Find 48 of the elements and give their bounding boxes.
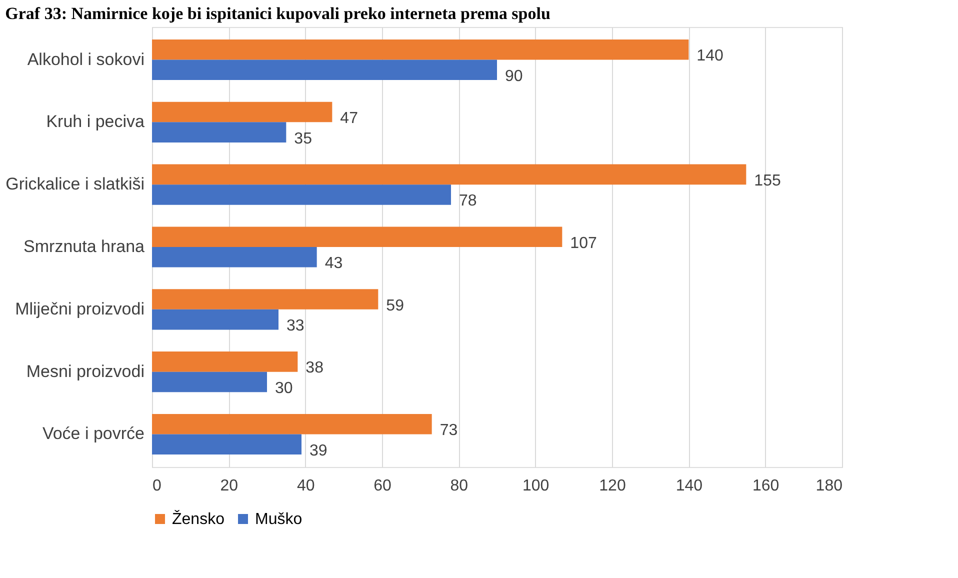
- x-tick-label: 60: [374, 478, 392, 494]
- data-label: 155: [754, 172, 781, 190]
- bar: [152, 60, 497, 80]
- bar: [152, 352, 298, 372]
- data-label: 78: [459, 192, 477, 210]
- y-tick-label: Grickalice i slatkiši: [6, 174, 144, 194]
- bar: [152, 289, 378, 310]
- bar: [152, 122, 286, 142]
- y-tick-label: Alkohol i sokovi: [27, 50, 144, 69]
- data-label: 140: [696, 48, 724, 65]
- legend-label: Žensko: [172, 510, 225, 528]
- bar: [152, 226, 562, 247]
- bar: [152, 372, 267, 392]
- y-tick-label: Voće i povrće: [42, 424, 144, 444]
- data-label: 33: [286, 318, 304, 335]
- data-label: 35: [294, 130, 312, 148]
- data-label: 39: [310, 442, 328, 460]
- y-tick-label: Kruh i peciva: [46, 112, 146, 132]
- bar: [152, 434, 302, 455]
- data-label: 38: [306, 360, 324, 377]
- data-label: 59: [386, 297, 404, 314]
- bar: [152, 309, 278, 330]
- data-label: 90: [505, 68, 523, 85]
- x-tick-label: 100: [522, 478, 550, 494]
- x-tick-label: 40: [296, 478, 315, 494]
- data-label: 73: [440, 422, 458, 440]
- data-label: 47: [340, 110, 358, 128]
- bar: [152, 247, 317, 268]
- x-tick-label: 140: [676, 478, 703, 494]
- y-tick-label: Smrznuta hrana: [24, 237, 146, 256]
- chart-title: Graf 33: Namirnice koje bi ispitanici kupovali preko interneta prema spolu: [5, 4, 550, 23]
- data-label: 107: [570, 234, 597, 252]
- x-tick-label: 180: [816, 478, 843, 494]
- bar: [152, 39, 689, 60]
- y-tick-label: Mesni proizvodi: [26, 362, 144, 381]
- legend-label: Muško: [255, 511, 302, 528]
- y-tick-label: Mliječni proizvodi: [15, 299, 144, 318]
- data-label: 30: [275, 380, 293, 397]
- x-tick-label: 0: [152, 478, 162, 494]
- bar: [152, 414, 432, 434]
- bar: [152, 184, 451, 205]
- bar: [152, 102, 332, 122]
- data-label: 43: [324, 255, 343, 272]
- x-tick-label: 120: [599, 478, 626, 494]
- x-tick-label: 160: [752, 478, 780, 494]
- x-tick-label: 80: [450, 478, 468, 494]
- bar: [152, 164, 746, 185]
- x-tick-label: 20: [220, 478, 238, 494]
